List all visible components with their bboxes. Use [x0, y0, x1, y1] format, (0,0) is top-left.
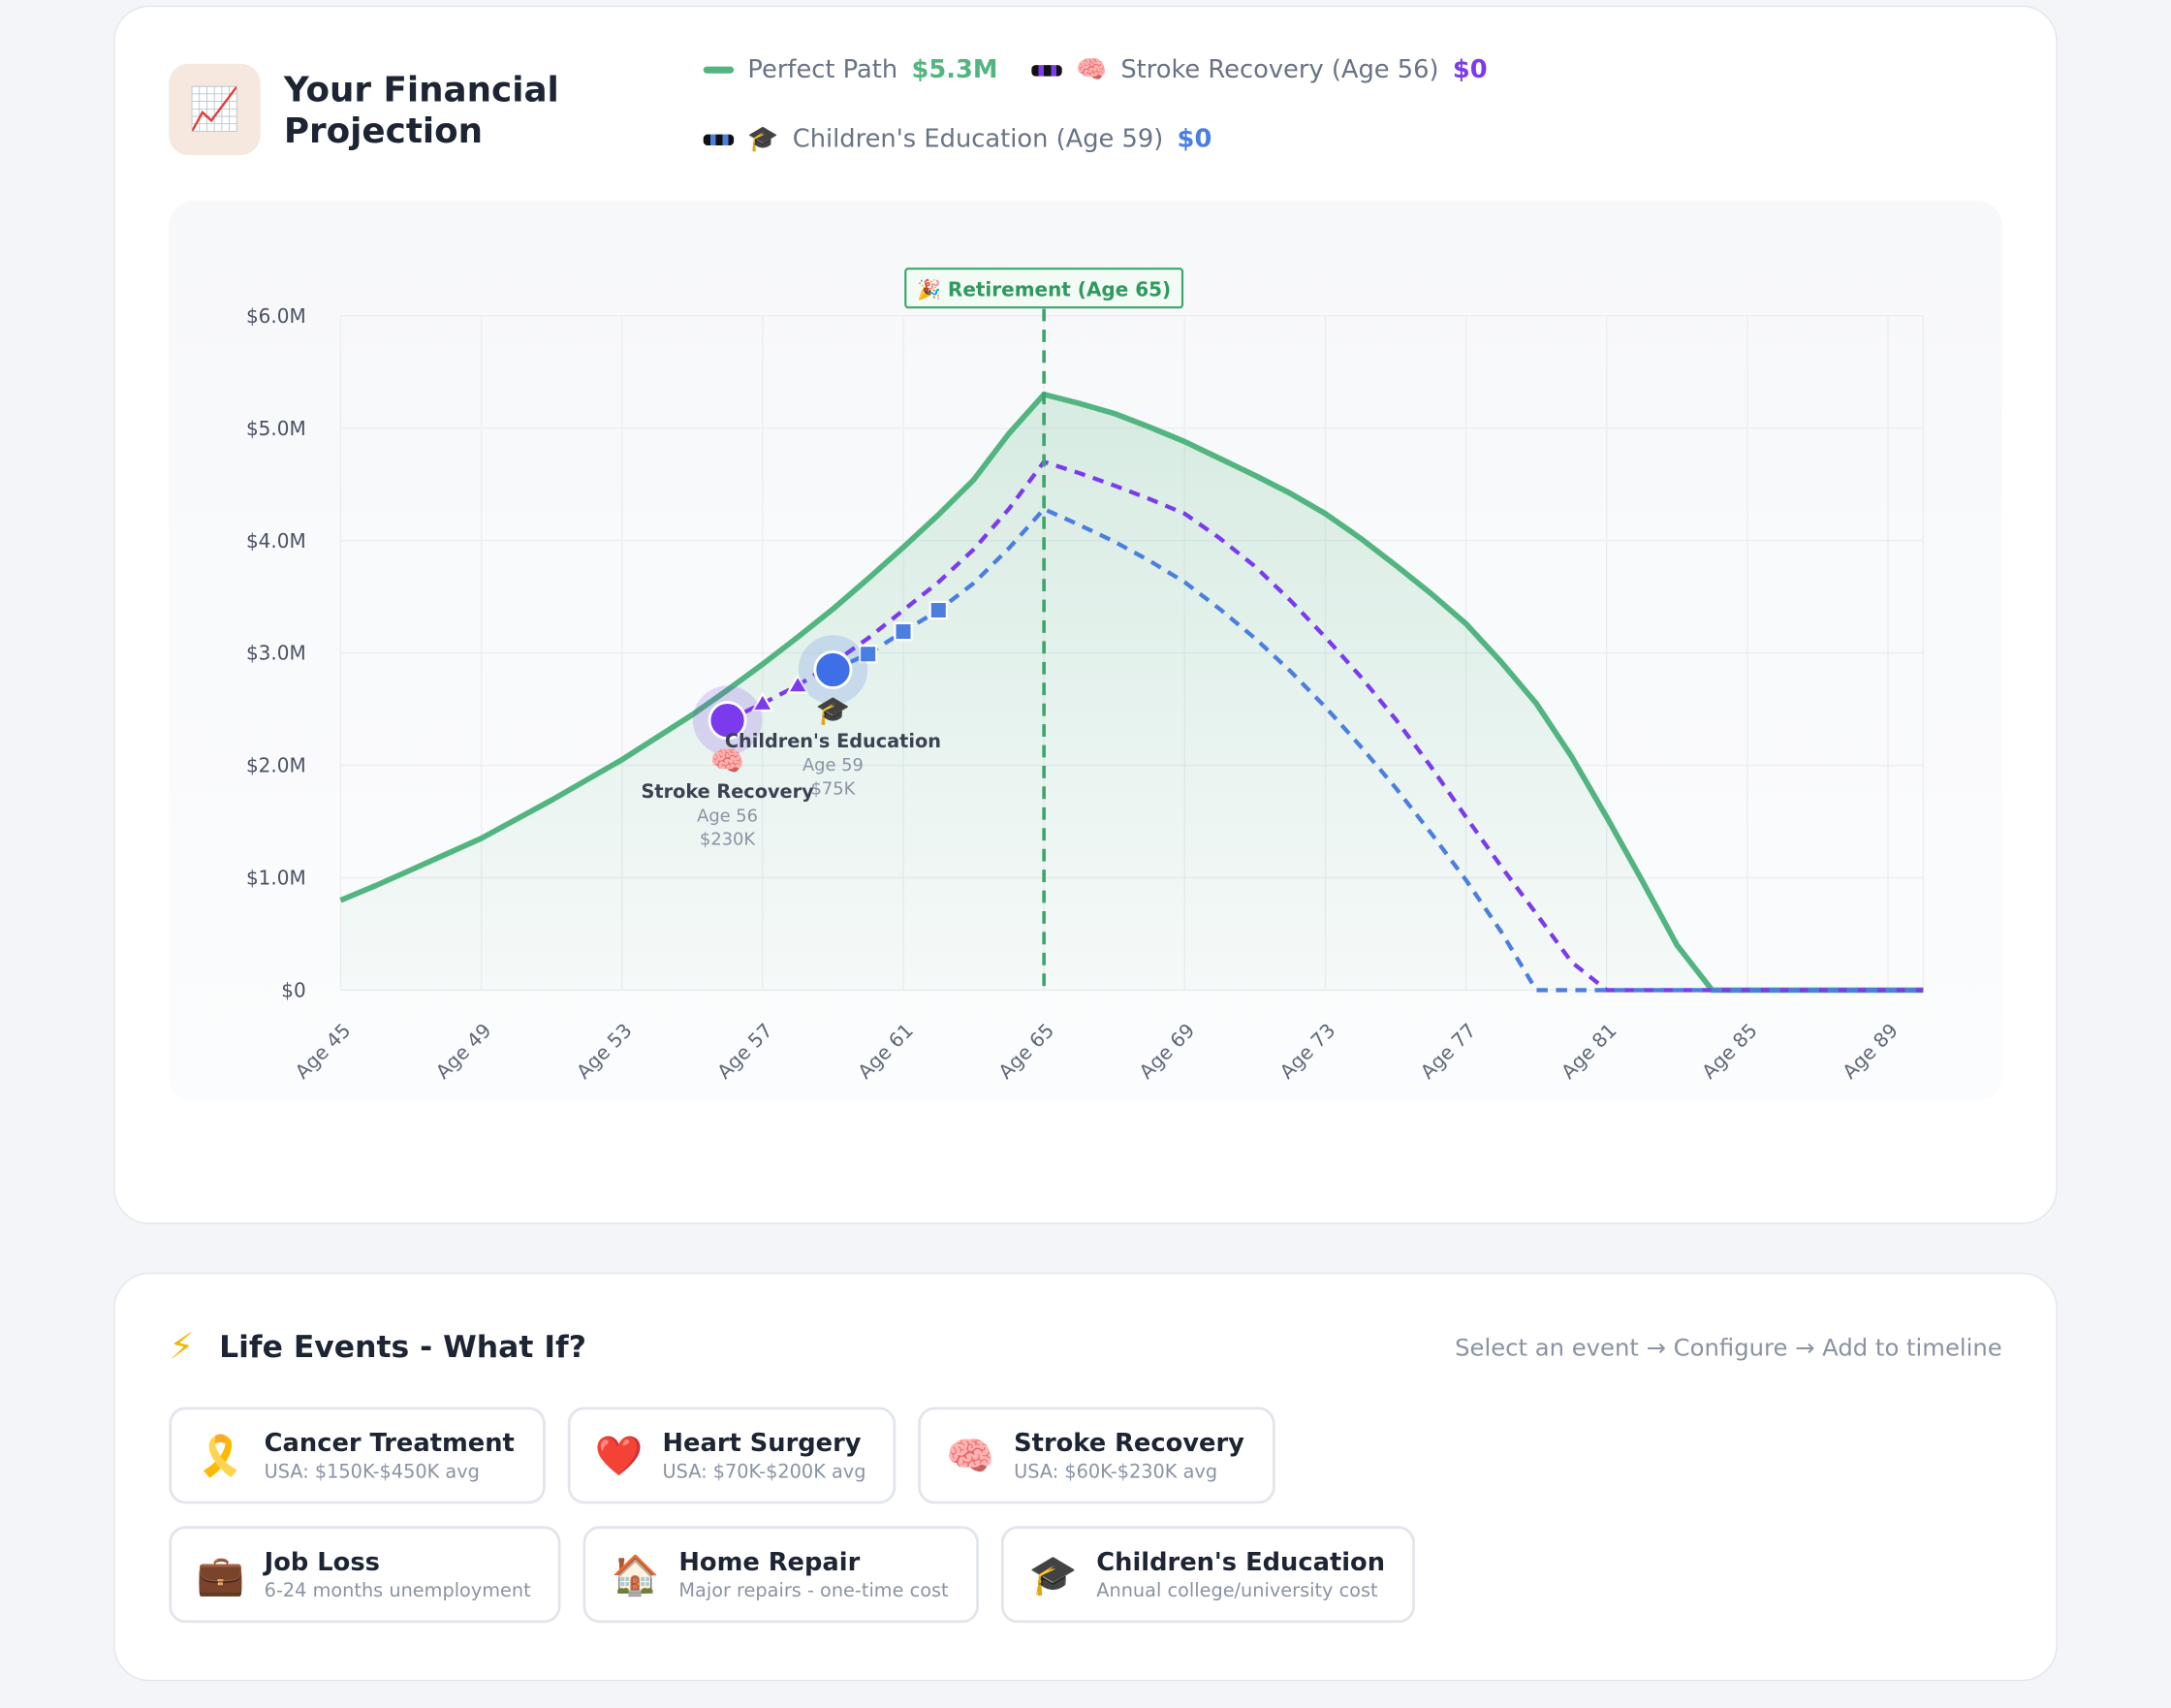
retirement-box	[904, 268, 1184, 309]
legend-icon: 🎓	[747, 124, 779, 154]
life-event-card[interactable]: 🏠 Home Repair Major repairs - one-time cos…	[582, 1526, 980, 1624]
legend-total: $0	[1452, 55, 1488, 85]
legend-icon: 🧠	[1075, 55, 1108, 85]
event-label: Stroke Recovery	[642, 780, 815, 803]
legend-label: Children's Education (Age 59)	[792, 124, 1164, 154]
life-event-icon: 🧠	[946, 1432, 995, 1478]
y-tick-label: $1.0M	[246, 867, 306, 890]
y-tick-label: $5.0M	[246, 417, 306, 440]
y-tick-label: $6.0M	[246, 304, 306, 328]
life-event-card[interactable]: ❤️ Heart Surgery USA: $70K-$200K avg	[567, 1407, 897, 1504]
event-age: Age 59	[802, 755, 864, 775]
event-age: Age 56	[697, 806, 758, 826]
legend-swatch	[703, 133, 735, 145]
life-event-icon: ❤️	[594, 1432, 644, 1478]
life-events-title: Life Events - What If?	[219, 1330, 586, 1365]
series-line	[726, 459, 1924, 993]
life-event-subtitle: USA: $150K-$450K avg	[264, 1460, 480, 1483]
event-cost: $230K	[700, 830, 756, 850]
point-marker	[894, 621, 913, 642]
life-event-card[interactable]: 🎓 Children's Education Annual college/univ…	[1000, 1526, 1416, 1624]
area	[340, 394, 1924, 991]
life-event-card[interactable]: 🧠 Stroke Recovery USA: $60K-$230K avg	[918, 1407, 1275, 1504]
life-event-subtitle: Major repairs - one-time cost	[678, 1579, 949, 1602]
point-marker	[750, 691, 774, 712]
header-title: Your Financial Projection	[283, 69, 559, 151]
life-event-text: Cancer Treatment USA: $150K-$450K avg	[265, 1429, 515, 1483]
retirement-label: 🎉 Retirement (Age 65)	[917, 278, 1171, 301]
event-label: Children's Education	[725, 730, 941, 752]
y-tick-label: $4.0M	[246, 529, 306, 553]
life-event-subtitle: Annual college/university cost	[1096, 1579, 1378, 1602]
life-events-header: ⚡ Life Events - What If?	[169, 1327, 586, 1369]
point-marker	[786, 674, 810, 694]
series-line	[339, 391, 1924, 994]
legend-label: Stroke Recovery (Age 56)	[1120, 55, 1439, 85]
life-event-title: Heart Surgery	[662, 1428, 862, 1458]
life-event-subtitle: USA: $60K-$230K avg	[1014, 1460, 1218, 1483]
life-event-icon: 🎗️	[196, 1432, 245, 1478]
life-event-text: Children's Education Annual college/unive…	[1096, 1547, 1385, 1601]
life-event-text: Stroke Recovery USA: $60K-$230K avg	[1014, 1429, 1244, 1483]
life-event-title: Home Repair	[678, 1547, 861, 1577]
life-event-subtitle: 6-24 months unemployment	[264, 1579, 531, 1602]
legend-total: $0	[1177, 124, 1212, 154]
life-event-subtitle: USA: $70K-$200K avg	[662, 1460, 866, 1483]
legend-total: $5.3M	[911, 55, 998, 85]
life-event-text: Home Repair Major repairs - one-time cost	[678, 1547, 948, 1601]
life-event-title: Cancer Treatment	[264, 1428, 515, 1458]
legend-item: Perfect Path $5.3M	[703, 55, 998, 85]
life-event-card[interactable]: 🎗️ Cancer Treatment USA: $150K-$450K avg	[169, 1407, 546, 1504]
point-marker	[928, 600, 948, 620]
life-event-icon: 🏠	[611, 1551, 660, 1597]
event-cost: $75K	[811, 779, 857, 800]
life-event-text: Heart Surgery USA: $70K-$200K avg	[663, 1429, 866, 1483]
legend-swatch	[703, 66, 735, 74]
legend-swatch	[1031, 64, 1062, 76]
legend-label: Perfect Path	[747, 55, 898, 85]
life-event-card[interactable]: 💼 Job Loss 6-24 months unemployment	[169, 1526, 562, 1624]
series-line	[832, 506, 1924, 993]
event-icon: 🧠	[710, 744, 745, 777]
legend-item: 🎓 Children's Education (Age 59) $0	[703, 124, 1212, 154]
legend-item: 🧠 Stroke Recovery (Age 56) $0	[1031, 55, 1488, 85]
life-event-text: Job Loss 6-24 months unemployment	[265, 1547, 531, 1601]
life-event-icon: 💼	[196, 1551, 245, 1597]
life-event-title: Children's Education	[1096, 1547, 1386, 1577]
life-event-title: Stroke Recovery	[1014, 1428, 1244, 1458]
y-tick-label: $2.0M	[246, 754, 306, 777]
y-tick-label: $3.0M	[246, 642, 306, 665]
event-marker	[708, 701, 747, 741]
life-event-title: Job Loss	[264, 1547, 380, 1577]
event-marker	[813, 649, 853, 689]
life-events-icon: ⚡	[169, 1326, 195, 1369]
life-event-icon: 🎓	[1028, 1551, 1078, 1597]
event-icon: 🎓	[816, 693, 851, 726]
header-icon: 📈	[169, 63, 261, 155]
y-tick-label: $0	[281, 979, 305, 1002]
life-events-hint: Select an event → Configure → Add to tim…	[1455, 1335, 2002, 1363]
point-marker	[859, 645, 878, 664]
life-events-list: 🎗️ Cancer Treatment USA: $150K-$450K avg ❤️…	[169, 1407, 1636, 1624]
